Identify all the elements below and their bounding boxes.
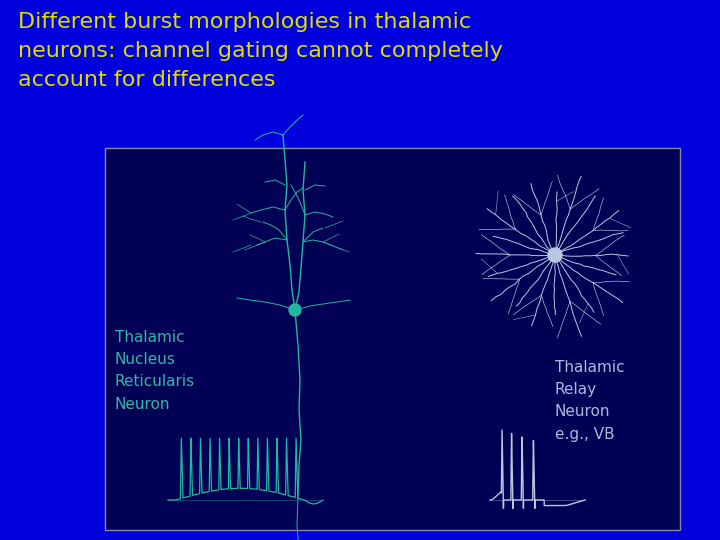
Circle shape	[289, 304, 301, 316]
Text: Thalamic
Nucleus
Reticularis
Neuron: Thalamic Nucleus Reticularis Neuron	[115, 330, 195, 411]
Bar	[105, 148, 680, 530]
Text: Thalamic
Relay
Neuron
e.g., VB: Thalamic Relay Neuron e.g., VB	[555, 360, 625, 442]
Circle shape	[548, 248, 562, 262]
Text: Different burst morphologies in thalamic
neurons: channel gating cannot complete: Different burst morphologies in thalamic…	[18, 12, 503, 90]
